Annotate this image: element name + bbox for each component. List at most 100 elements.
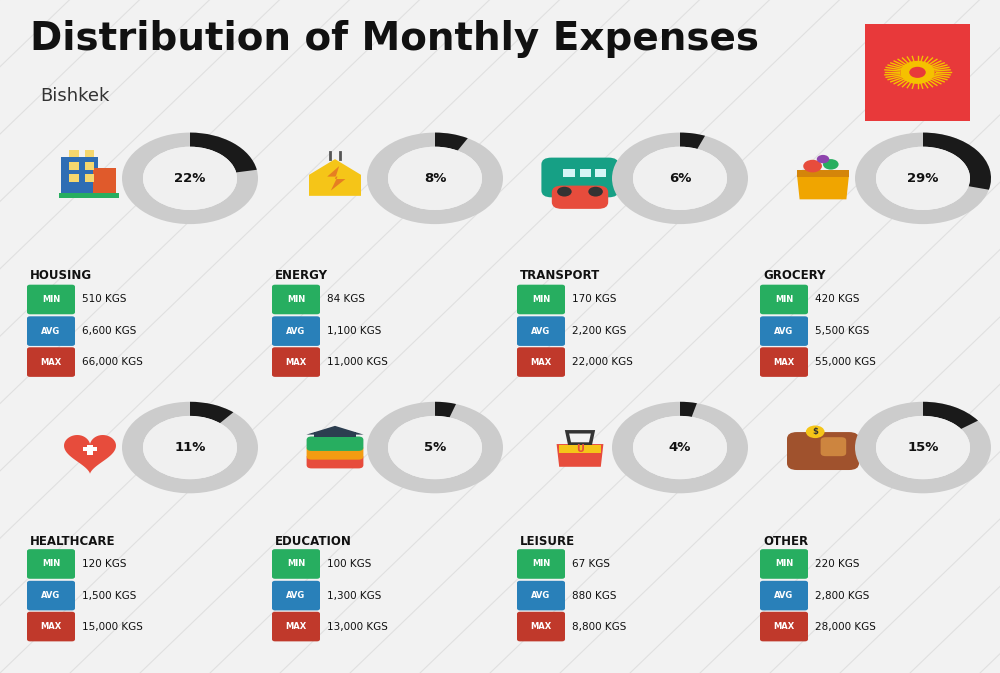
Text: MAX: MAX [285, 357, 307, 367]
Text: 66,000 KGS: 66,000 KGS [82, 357, 143, 367]
Wedge shape [435, 133, 468, 151]
FancyBboxPatch shape [760, 549, 808, 579]
Circle shape [633, 416, 727, 479]
Text: MAX: MAX [40, 357, 62, 367]
FancyBboxPatch shape [272, 347, 320, 377]
FancyBboxPatch shape [69, 162, 79, 170]
FancyBboxPatch shape [27, 612, 75, 641]
Wedge shape [122, 402, 258, 493]
FancyBboxPatch shape [69, 174, 79, 182]
Wedge shape [612, 402, 748, 493]
FancyBboxPatch shape [559, 445, 601, 453]
Text: AVG: AVG [41, 591, 61, 600]
Text: 55,000 KGS: 55,000 KGS [815, 357, 876, 367]
Text: Distribution of Monthly Expenses: Distribution of Monthly Expenses [30, 20, 759, 58]
Text: TRANSPORT: TRANSPORT [520, 269, 600, 282]
FancyBboxPatch shape [59, 193, 119, 198]
Text: OTHER: OTHER [763, 535, 808, 548]
FancyBboxPatch shape [517, 347, 565, 377]
Text: Bishkek: Bishkek [40, 87, 109, 106]
Text: 170 KGS: 170 KGS [572, 295, 617, 304]
Text: MIN: MIN [42, 559, 60, 569]
Wedge shape [435, 402, 456, 417]
Text: MAX: MAX [530, 622, 552, 631]
Text: MIN: MIN [775, 295, 793, 304]
Text: 6%: 6% [669, 172, 691, 185]
Circle shape [388, 147, 482, 210]
Text: 8%: 8% [424, 172, 446, 185]
Wedge shape [680, 133, 705, 149]
Text: GROCERY: GROCERY [763, 269, 826, 282]
FancyBboxPatch shape [27, 581, 75, 610]
FancyBboxPatch shape [552, 186, 608, 209]
FancyBboxPatch shape [307, 454, 363, 468]
Circle shape [803, 160, 822, 172]
FancyBboxPatch shape [517, 549, 565, 579]
Text: MAX: MAX [773, 622, 795, 631]
Wedge shape [923, 402, 978, 429]
Text: 420 KGS: 420 KGS [815, 295, 860, 304]
FancyBboxPatch shape [760, 347, 808, 377]
FancyBboxPatch shape [517, 581, 565, 610]
Text: U: U [576, 444, 584, 454]
Text: MIN: MIN [287, 295, 305, 304]
Text: LEISURE: LEISURE [520, 535, 575, 548]
Text: 8,800 KGS: 8,800 KGS [572, 622, 626, 631]
Wedge shape [923, 133, 991, 190]
FancyBboxPatch shape [865, 24, 970, 121]
Polygon shape [327, 166, 345, 190]
Text: HOUSING: HOUSING [30, 269, 92, 282]
FancyBboxPatch shape [787, 432, 859, 470]
FancyBboxPatch shape [760, 581, 808, 610]
Polygon shape [557, 444, 603, 467]
FancyBboxPatch shape [272, 581, 320, 610]
Text: MIN: MIN [532, 559, 550, 569]
Circle shape [817, 155, 829, 164]
FancyBboxPatch shape [760, 612, 808, 641]
Text: MIN: MIN [287, 559, 305, 569]
Text: 13,000 KGS: 13,000 KGS [327, 622, 388, 631]
Text: 2,800 KGS: 2,800 KGS [815, 591, 869, 600]
Text: 6,600 KGS: 6,600 KGS [82, 326, 136, 336]
FancyBboxPatch shape [85, 174, 94, 182]
FancyBboxPatch shape [821, 437, 846, 456]
Text: 22%: 22% [174, 172, 206, 185]
Circle shape [143, 416, 237, 479]
FancyBboxPatch shape [272, 316, 320, 346]
Text: 510 KGS: 510 KGS [82, 295, 126, 304]
Text: 67 KGS: 67 KGS [572, 559, 610, 569]
Text: HEALTHCARE: HEALTHCARE [30, 535, 116, 548]
Text: 1,500 KGS: 1,500 KGS [82, 591, 136, 600]
Polygon shape [64, 435, 116, 474]
Circle shape [388, 416, 482, 479]
Text: 29%: 29% [907, 172, 939, 185]
FancyBboxPatch shape [517, 285, 565, 314]
Text: 4%: 4% [669, 441, 691, 454]
FancyBboxPatch shape [760, 285, 808, 314]
FancyBboxPatch shape [563, 169, 575, 176]
FancyBboxPatch shape [27, 549, 75, 579]
Text: AVG: AVG [286, 591, 306, 600]
Circle shape [876, 416, 970, 479]
Circle shape [823, 159, 839, 170]
FancyBboxPatch shape [69, 149, 79, 157]
FancyBboxPatch shape [517, 612, 565, 641]
Wedge shape [855, 402, 991, 493]
Polygon shape [797, 175, 849, 199]
FancyBboxPatch shape [85, 162, 94, 170]
Text: AVG: AVG [774, 326, 794, 336]
Text: MAX: MAX [773, 357, 795, 367]
Text: 120 KGS: 120 KGS [82, 559, 126, 569]
FancyBboxPatch shape [517, 316, 565, 346]
Text: EDUCATION: EDUCATION [275, 535, 352, 548]
Text: AVG: AVG [531, 591, 551, 600]
Text: MIN: MIN [775, 559, 793, 569]
FancyBboxPatch shape [797, 170, 849, 176]
Circle shape [900, 61, 935, 84]
Text: 15%: 15% [907, 441, 939, 454]
Text: ENERGY: ENERGY [275, 269, 328, 282]
FancyBboxPatch shape [595, 169, 606, 176]
Text: AVG: AVG [286, 326, 306, 336]
Circle shape [876, 147, 970, 210]
FancyBboxPatch shape [272, 285, 320, 314]
